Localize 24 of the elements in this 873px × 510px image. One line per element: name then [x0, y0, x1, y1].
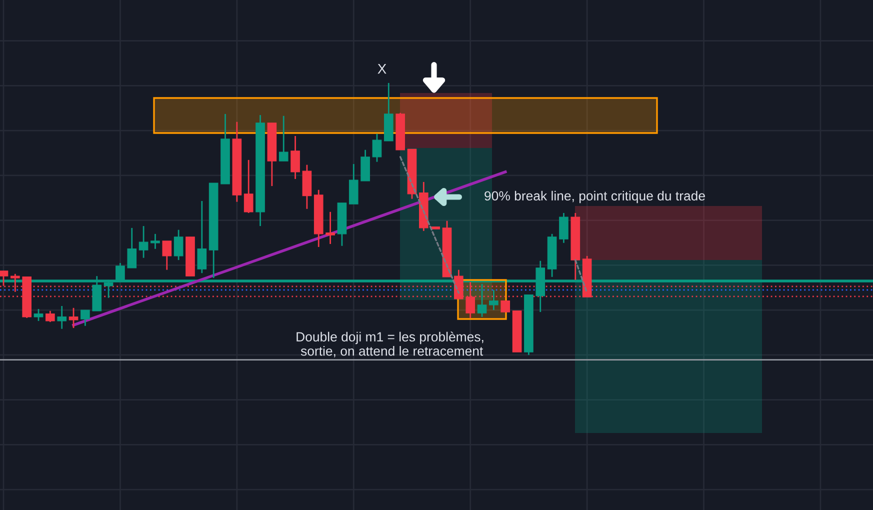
candlestick [372, 133, 382, 163]
candlestick [34, 308, 44, 322]
candlestick [489, 289, 498, 311]
candlestick [278, 115, 288, 162]
text: X [378, 64, 386, 74]
candlestick [348, 163, 358, 205]
candlestick [326, 211, 335, 245]
annotation: Double doji m1 = les problèmes, sortie, on attend le retracement [296, 332, 484, 358]
candlestick [57, 305, 67, 330]
candlestick [138, 225, 148, 259]
candlestick [46, 310, 55, 323]
candlestick [500, 300, 510, 312]
candlestick [80, 309, 90, 327]
candlestick [290, 135, 300, 180]
candlestick [559, 212, 568, 244]
candlestick [174, 229, 184, 261]
candlestick [197, 200, 207, 274]
candlestick [162, 240, 172, 271]
candlestick [127, 227, 137, 269]
candlestick [244, 159, 254, 214]
candlestick [150, 233, 160, 250]
annotation: 90% break line, point critique du trade [484, 190, 705, 204]
candlestick [360, 149, 370, 182]
candlestick [68, 307, 78, 329]
